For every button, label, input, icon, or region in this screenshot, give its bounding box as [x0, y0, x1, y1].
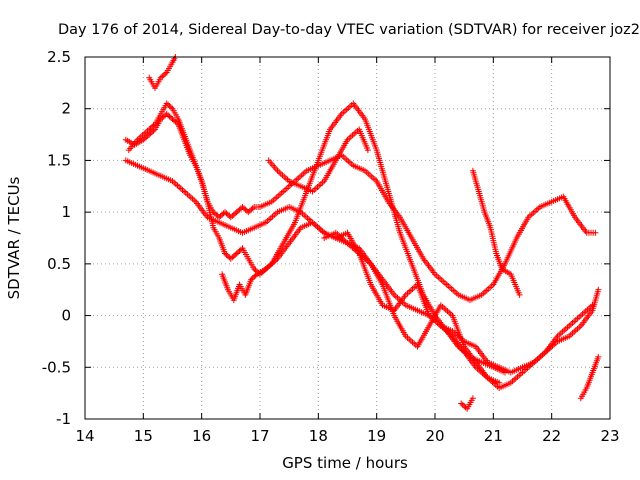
y-tick-label: -1	[56, 410, 71, 428]
x-tick-label: 17	[250, 427, 269, 445]
data-point	[469, 395, 476, 402]
y-tick-label: 0	[61, 307, 71, 325]
x-tick-label: 15	[134, 427, 153, 445]
y-tick-label: 1.5	[47, 151, 71, 169]
x-tick-label: 20	[425, 427, 444, 445]
data-point	[241, 205, 247, 212]
data-point	[364, 147, 371, 154]
y-tick-label: 2.5	[47, 48, 71, 66]
series-track-9	[458, 395, 476, 412]
data-point	[248, 276, 255, 283]
x-tick-label: 18	[309, 427, 328, 445]
data-point	[595, 353, 602, 360]
x-tick-labels: 14 15 16 17 18 19 20 21 22 23	[75, 427, 619, 445]
data-point	[589, 302, 596, 309]
plot-frame	[84, 56, 611, 420]
data-point	[230, 211, 237, 218]
x-tick-label: 16	[192, 427, 211, 445]
ticks	[84, 56, 611, 420]
data-point	[236, 206, 243, 213]
data-point	[592, 229, 599, 236]
x-tick-label: 19	[367, 427, 386, 445]
data-point	[149, 123, 156, 130]
series-track-4	[146, 54, 179, 91]
data-point	[163, 110, 170, 117]
data-point	[251, 273, 258, 280]
y-tick-label: -0.5	[42, 358, 71, 376]
x-tick-label: 23	[600, 427, 619, 445]
chart-title: Day 176 of 2014, Sidereal Day-to-day VTE…	[58, 22, 640, 38]
data-marks	[122, 54, 602, 412]
x-tick-label: 22	[542, 427, 561, 445]
data-point	[149, 129, 156, 135]
series-track-6	[265, 126, 371, 195]
data-point	[166, 103, 173, 110]
data-point	[230, 253, 237, 260]
data-point	[516, 291, 523, 298]
series-track-7	[321, 229, 596, 391]
series-track-10	[577, 353, 602, 402]
data-point	[146, 126, 153, 133]
data-point	[233, 250, 240, 257]
data-point	[251, 266, 258, 272]
data-point	[219, 211, 226, 218]
y-tick-labels: -1 -0.5 0 0.5 1 1.5 2 2.5	[42, 48, 71, 428]
series-track-8	[469, 167, 523, 298]
y-tick-label: 2	[61, 100, 71, 118]
data-point	[213, 211, 220, 218]
data-point	[166, 113, 173, 120]
y-axis-label: SDTVAR / TECUs	[5, 176, 23, 299]
data-point	[163, 100, 170, 107]
data-point	[146, 131, 153, 138]
data-point	[595, 286, 602, 293]
data-point	[223, 210, 230, 217]
x-axis-label: GPS time / hours	[282, 454, 408, 472]
data-point	[248, 206, 255, 213]
data-point	[165, 112, 172, 119]
data-point	[496, 379, 503, 386]
data-point	[223, 251, 230, 258]
data-point	[160, 72, 167, 79]
x-tick-label: 14	[75, 427, 94, 445]
x-tick-label: 21	[484, 427, 503, 445]
data-point	[216, 214, 223, 221]
y-tick-label: 1	[61, 203, 71, 221]
y-tick-label: 0.5	[47, 255, 71, 273]
